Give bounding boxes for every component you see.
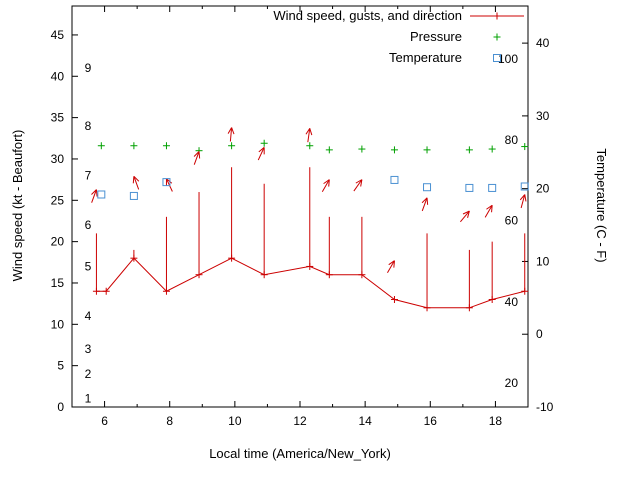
svg-text:1: 1 xyxy=(85,392,92,406)
svg-text:10: 10 xyxy=(536,254,550,268)
svg-text:5: 5 xyxy=(85,259,92,273)
svg-text:6: 6 xyxy=(85,218,92,232)
svg-text:8: 8 xyxy=(85,119,92,133)
fahrenheit-scale-labels: 20 40 60 80 100 xyxy=(498,52,518,390)
svg-text:5: 5 xyxy=(57,359,64,373)
svg-text:8: 8 xyxy=(166,414,173,428)
svg-text:0: 0 xyxy=(536,327,543,341)
svg-text:80: 80 xyxy=(505,133,519,147)
plot-border xyxy=(71,5,529,408)
svg-text:16: 16 xyxy=(424,414,438,428)
pressure-series xyxy=(97,139,529,155)
svg-text:60: 60 xyxy=(505,214,519,228)
legend-label-3: Temperature xyxy=(389,50,462,65)
temperature-series xyxy=(97,175,529,200)
svg-text:15: 15 xyxy=(51,276,65,290)
svg-text:25: 25 xyxy=(51,193,65,207)
svg-text:35: 35 xyxy=(51,111,65,125)
beaufort-scale-labels: 1 2 3 4 5 6 7 8 9 xyxy=(85,61,92,406)
svg-text:0: 0 xyxy=(57,400,64,414)
svg-text:20: 20 xyxy=(505,376,519,390)
svg-text:10: 10 xyxy=(228,414,242,428)
svg-text:14: 14 xyxy=(358,414,372,428)
svg-text:-10: -10 xyxy=(536,400,554,414)
svg-text:2: 2 xyxy=(85,367,92,381)
svg-text:20: 20 xyxy=(51,235,65,249)
svg-text:40: 40 xyxy=(505,295,519,309)
svg-text:30: 30 xyxy=(51,152,65,166)
legend: Wind speed, gusts, and direction Pressure… xyxy=(273,8,524,65)
svg-text:45: 45 xyxy=(51,28,65,42)
svg-text:6: 6 xyxy=(101,414,108,428)
svg-text:40: 40 xyxy=(536,36,550,50)
svg-text:4: 4 xyxy=(85,309,92,323)
svg-text:10: 10 xyxy=(51,317,65,331)
svg-text:9: 9 xyxy=(85,61,92,75)
svg-text:3: 3 xyxy=(85,342,92,356)
axes: 6 8 10 12 14 16 18051015202530354045-100102030… xyxy=(51,6,554,428)
legend-label-1: Wind speed, gusts, and direction xyxy=(273,8,462,23)
svg-text:30: 30 xyxy=(536,109,550,123)
svg-text:7: 7 xyxy=(85,168,92,182)
legend-label-2: Pressure xyxy=(410,29,462,44)
svg-text:100: 100 xyxy=(498,52,518,66)
svg-text:20: 20 xyxy=(536,182,550,196)
wind-series xyxy=(91,127,529,312)
svg-text:12: 12 xyxy=(293,414,307,428)
svg-text:18: 18 xyxy=(489,414,503,428)
svg-text:40: 40 xyxy=(51,69,65,83)
